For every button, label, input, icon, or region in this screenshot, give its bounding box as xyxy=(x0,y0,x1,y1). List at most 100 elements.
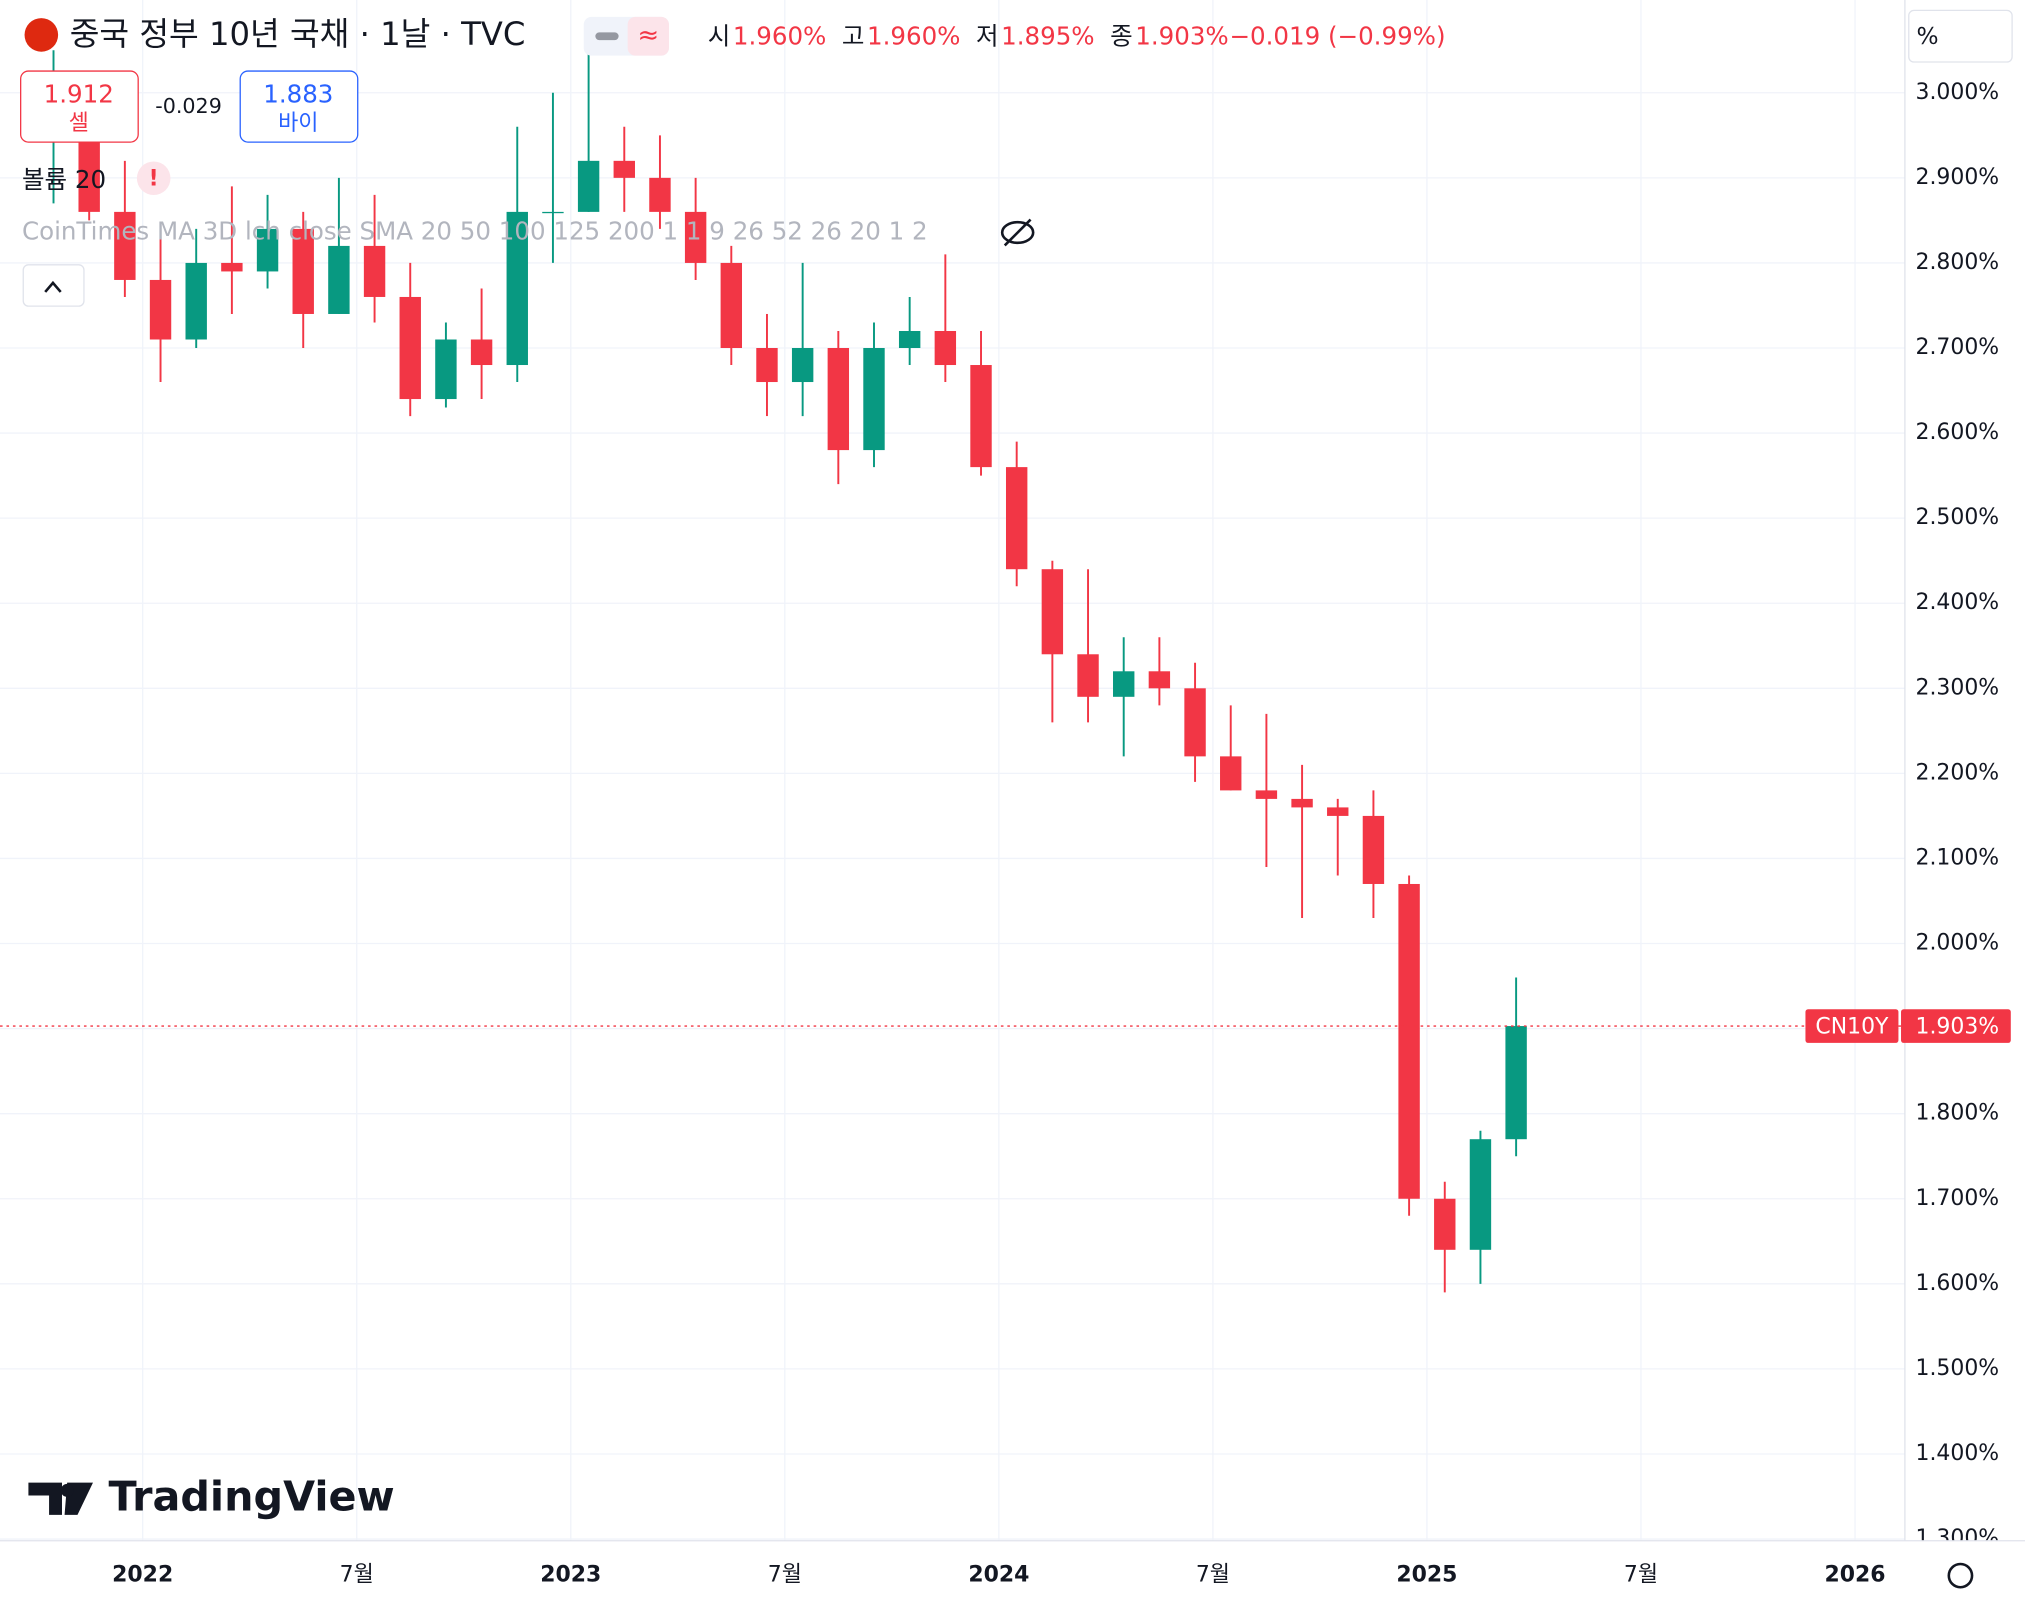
warning[interactable] xyxy=(136,161,171,196)
y-tick-label: 2.100% xyxy=(1916,845,2000,870)
candle-body xyxy=(1291,798,1313,808)
x-tick-label: 2026 xyxy=(1824,1563,1885,1588)
y-tick-label: 1.400% xyxy=(1916,1441,2000,1466)
candle-body xyxy=(1362,815,1385,884)
x-tick-label: 2024 xyxy=(968,1563,1029,1588)
y-tick-label: 2.600% xyxy=(1916,420,2000,445)
sell-button[interactable] xyxy=(20,70,139,143)
candle-body xyxy=(1113,671,1135,697)
x-tick-label: 7월 xyxy=(1196,1563,1230,1588)
ohlc-value: 1.895% xyxy=(1001,22,1094,51)
y-tick-label: 2.500% xyxy=(1916,505,2000,530)
candle-body xyxy=(149,279,172,340)
buy-label: 바이 xyxy=(278,111,318,136)
ohlc-value: 1.960% xyxy=(867,22,960,51)
candle-body xyxy=(1077,654,1099,697)
candle-body xyxy=(506,211,528,366)
candle-body xyxy=(114,211,136,280)
price-tag xyxy=(1901,1009,2011,1043)
candle-body xyxy=(399,296,421,400)
candle-body xyxy=(470,339,493,366)
logo-mark xyxy=(28,1482,93,1515)
y-tick-label: 2.400% xyxy=(1916,590,2000,615)
candle-body xyxy=(684,211,707,263)
icon: ≈ xyxy=(637,21,659,51)
y-tick-label: 1.600% xyxy=(1916,1271,2000,1296)
hide-icon-slash xyxy=(1003,218,1032,247)
candle-body xyxy=(1148,671,1171,689)
y-tick-label: 2.800% xyxy=(1916,250,2000,275)
candle-body xyxy=(256,228,279,272)
icon xyxy=(595,32,619,41)
candle-body xyxy=(720,262,743,349)
candle-body xyxy=(1505,1026,1527,1140)
y-tick-label: 2.700% xyxy=(1916,335,2000,360)
sell-label: 셀 xyxy=(69,111,89,136)
unit: % xyxy=(1917,23,1939,50)
x-tick-label: 7월 xyxy=(768,1563,802,1588)
candle-body xyxy=(827,348,850,451)
change: −0.019 (−0.99%) xyxy=(1229,22,1445,51)
candle-body xyxy=(1255,790,1278,799)
logo: TradingView xyxy=(108,1472,394,1520)
volume-indicator: 볼륨 20 xyxy=(22,165,106,194)
x-tick-label: 2022 xyxy=(112,1563,173,1588)
symbol-tag xyxy=(1805,1009,1899,1043)
candle-body xyxy=(1398,883,1420,1199)
candle-body xyxy=(221,262,243,272)
y-tick-label: 2.900% xyxy=(1916,165,2000,190)
y-tick-label: 2.300% xyxy=(1916,675,2000,700)
ohlc-key: 고 xyxy=(842,22,865,51)
ohlc-key: 시 xyxy=(708,22,731,51)
y-tick-label: 1.700% xyxy=(1916,1186,2000,1211)
candle-body xyxy=(292,228,314,314)
toggle-on[interactable] xyxy=(627,16,669,56)
buy-price: 1.883 xyxy=(263,80,333,109)
candle-body xyxy=(1220,756,1242,791)
candle-body xyxy=(934,330,957,366)
candle-body xyxy=(613,160,635,178)
candle-body xyxy=(1469,1139,1492,1250)
ohlc-value: 1.903% xyxy=(1135,22,1228,51)
warning-icon: ! xyxy=(149,167,159,192)
symbol-label: CN10Y xyxy=(1815,1014,1889,1039)
buy-button[interactable] xyxy=(239,70,359,143)
y-tick-label: 3.000% xyxy=(1916,80,2000,105)
collapse-icon xyxy=(44,280,62,293)
candle-body xyxy=(1005,467,1028,570)
candle-body xyxy=(791,348,814,383)
x-tick-label: 7월 xyxy=(340,1563,374,1588)
candle-body xyxy=(328,245,350,314)
studies: CoinTimes MA 3D lch close SMA 20 50 100 … xyxy=(22,217,928,246)
candle-body xyxy=(898,330,921,349)
candle-body xyxy=(1434,1198,1456,1250)
hide-icon[interactable] xyxy=(1000,220,1035,245)
logo-dot xyxy=(60,1483,74,1497)
candle-body xyxy=(363,245,386,297)
y-tick-label: 2.200% xyxy=(1916,760,2000,785)
price-label: 1.903% xyxy=(1916,1014,2000,1039)
candle-body xyxy=(435,339,457,400)
x-tick-label: 2023 xyxy=(540,1563,601,1588)
candle-body xyxy=(1041,569,1064,655)
x-tick-label: 2025 xyxy=(1396,1563,1457,1588)
ohlc-key: 저 xyxy=(976,22,999,51)
candle-body xyxy=(185,262,207,340)
candle-body xyxy=(1327,807,1349,816)
y-tick-label: 1.500% xyxy=(1916,1356,2000,1381)
flag xyxy=(24,18,59,52)
candle-body xyxy=(1184,688,1206,757)
unit-box[interactable] xyxy=(1908,9,2013,63)
candle-body xyxy=(863,348,885,451)
title: 중국 정부 10년 국채 · 1날 · TVC xyxy=(70,15,526,53)
candle-body xyxy=(577,160,600,212)
sell-price: 1.912 xyxy=(44,80,114,109)
ohlc-value: 1.960% xyxy=(733,22,826,51)
y-tick-label: 1.800% xyxy=(1916,1101,2000,1126)
settings-icon[interactable] xyxy=(1947,1562,1974,1589)
candle-body xyxy=(649,177,671,212)
candle-body xyxy=(970,365,992,468)
candle-body xyxy=(756,348,778,383)
x-tick-label: 7월 xyxy=(1624,1563,1658,1588)
